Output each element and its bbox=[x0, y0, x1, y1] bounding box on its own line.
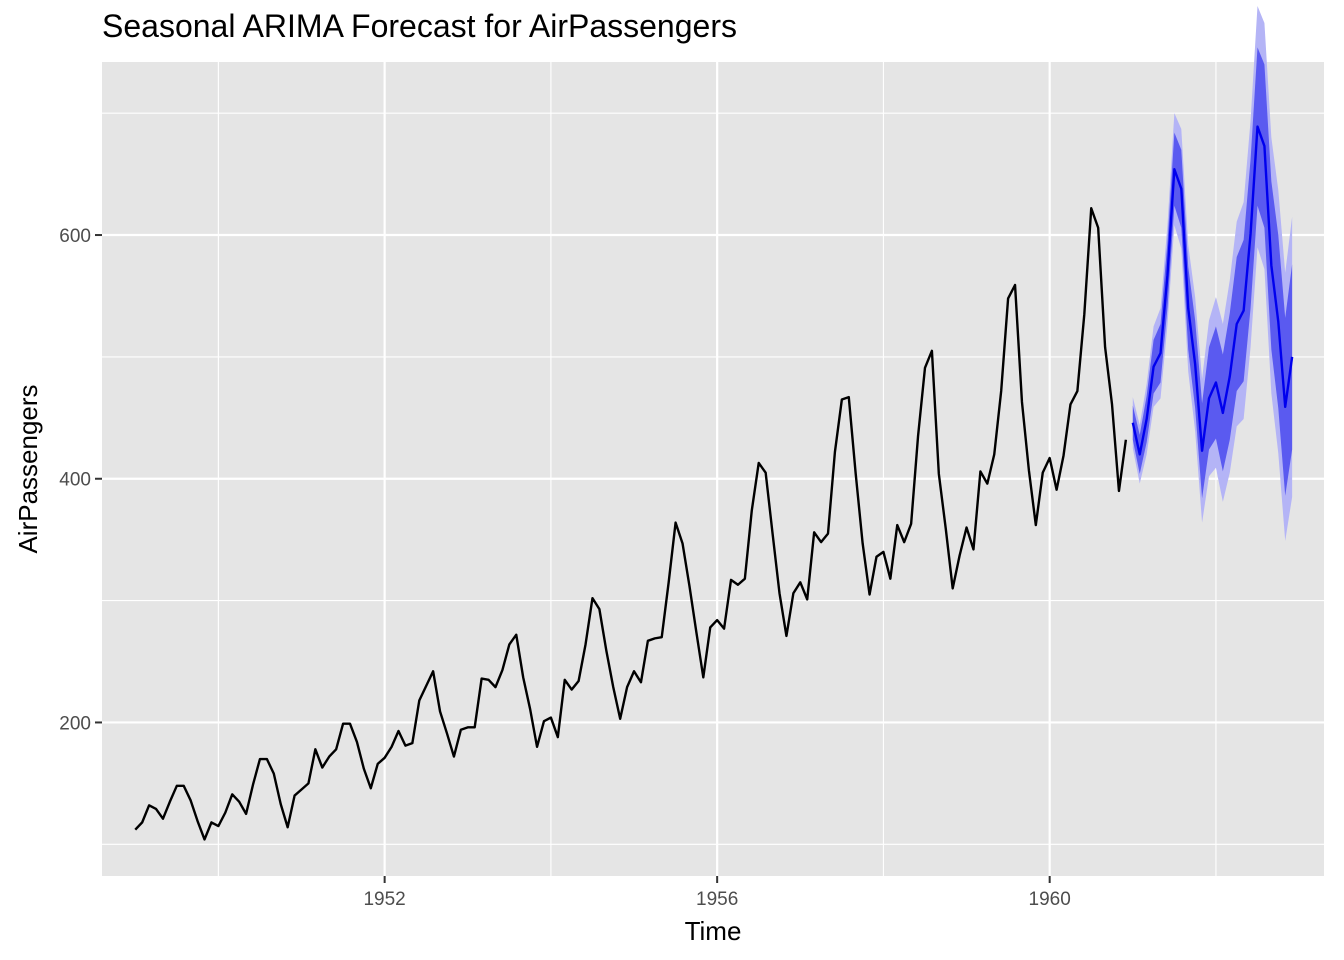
x-tick-label: 1960 bbox=[1029, 889, 1071, 910]
y-axis-title: AirPassengers bbox=[13, 384, 43, 553]
x-tick-label: 1952 bbox=[363, 889, 405, 910]
y-tick-label: 600 bbox=[59, 226, 91, 247]
series-lines bbox=[134, 125, 1294, 841]
axes: 1952 1956 1960 200 400 600 bbox=[59, 226, 1071, 910]
observed-line bbox=[134, 207, 1128, 841]
y-tick-label: 200 bbox=[59, 713, 91, 734]
minor-gridlines bbox=[102, 62, 1324, 876]
x-axis-title: Time bbox=[685, 916, 742, 946]
y-tick-label: 400 bbox=[59, 470, 91, 491]
forecast-line bbox=[1131, 125, 1294, 456]
x-tick-label: 1956 bbox=[696, 889, 738, 910]
chart-title: Seasonal ARIMA Forecast for AirPassenger… bbox=[102, 8, 737, 44]
plot-panel bbox=[102, 62, 1324, 876]
prediction-intervals bbox=[1132, 5, 1293, 541]
pi80-band bbox=[1132, 47, 1293, 499]
